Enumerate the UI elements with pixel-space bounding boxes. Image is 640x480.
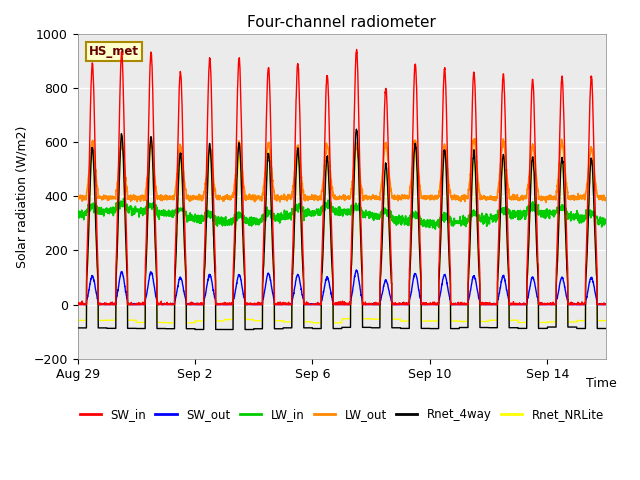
X-axis label: Time: Time xyxy=(586,377,616,390)
Title: Four-channel radiometer: Four-channel radiometer xyxy=(248,15,436,30)
Legend: SW_in, SW_out, LW_in, LW_out, Rnet_4way, Rnet_NRLite: SW_in, SW_out, LW_in, LW_out, Rnet_4way,… xyxy=(75,404,609,426)
Text: HS_met: HS_met xyxy=(89,45,140,58)
Y-axis label: Solar radiation (W/m2): Solar radiation (W/m2) xyxy=(15,125,28,267)
